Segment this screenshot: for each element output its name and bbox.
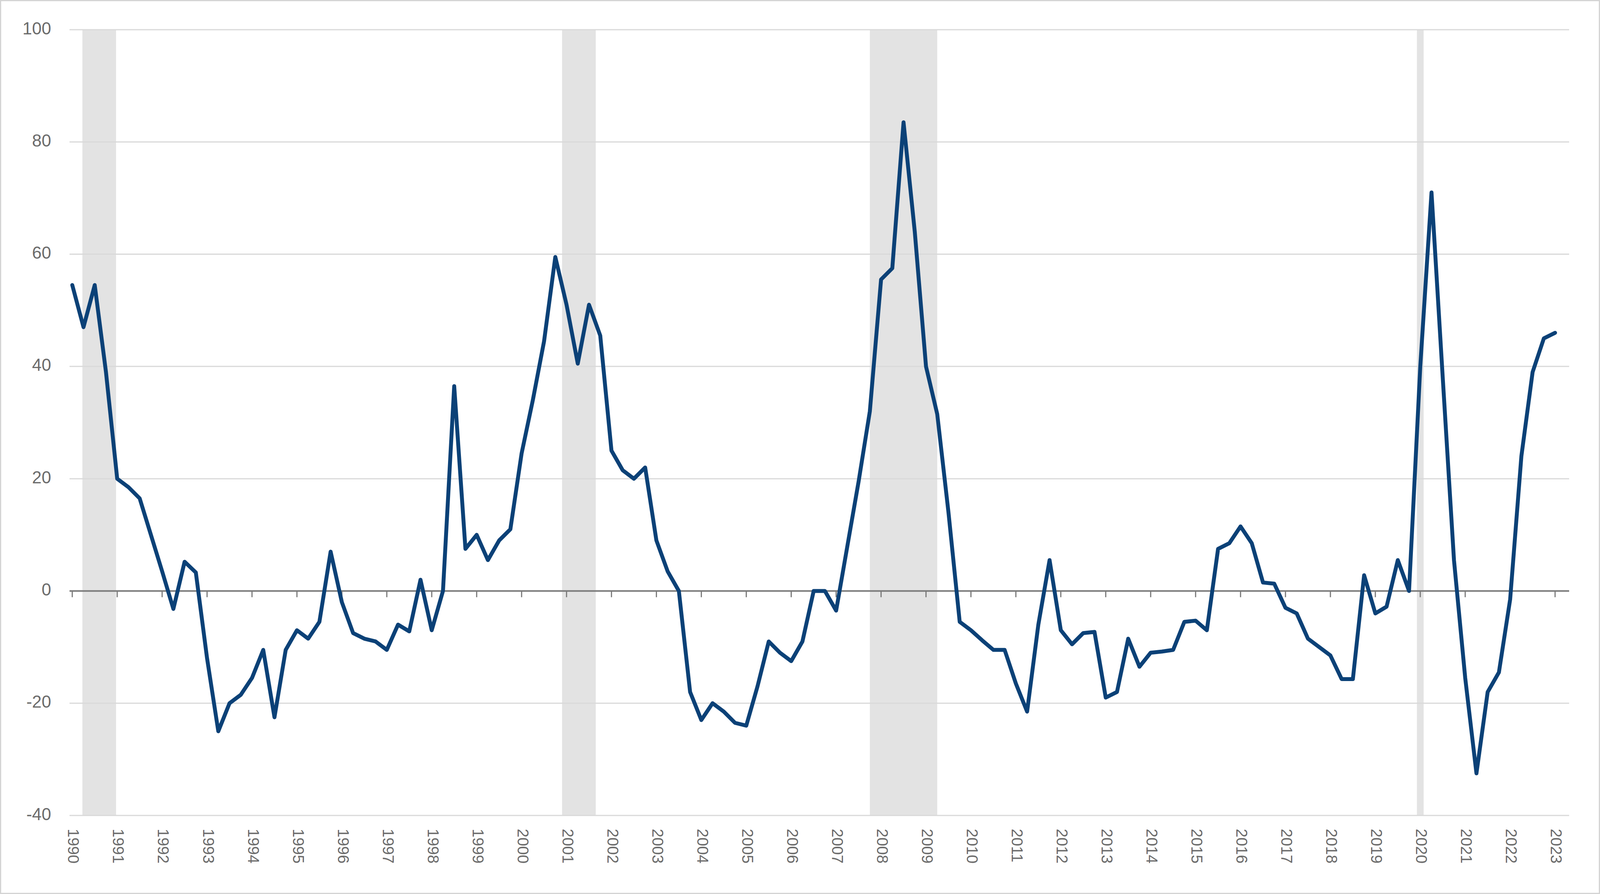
x-tick	[1239, 590, 1242, 597]
x-tick	[71, 590, 74, 597]
chart: -40 -20 0 20 40 60 80 100 1990 1991 1992 1993 1994 19…	[0, 0, 1600, 894]
x-tick	[745, 590, 747, 597]
x-tick-label: 2006	[783, 828, 802, 864]
y-tick-label: -40	[26, 804, 52, 824]
grid-line	[69, 29, 1570, 31]
x-tick	[970, 590, 972, 597]
grid-line	[69, 702, 1570, 704]
x-tick-label: 2016	[1233, 828, 1251, 864]
y-tick-label: 60	[32, 242, 52, 263]
x-tick	[1194, 590, 1197, 597]
x-tick	[431, 590, 433, 597]
x-tick-label: 1990	[64, 828, 83, 864]
x-tick-label: 1991	[109, 828, 127, 864]
x-tick-label: 2004	[694, 828, 712, 864]
x-tick-label: 2014	[1143, 828, 1161, 864]
x-tick-label: 2019	[1367, 828, 1386, 864]
y-tick-label: 100	[22, 18, 52, 38]
x-tick-label: 1993	[200, 828, 218, 864]
x-tick	[925, 590, 927, 597]
x-tick	[700, 590, 702, 597]
grid-line	[69, 365, 1570, 367]
y-tick-label: 80	[32, 130, 52, 150]
x-tick	[206, 590, 208, 597]
x-tick-label: 1999	[469, 828, 487, 864]
x-tick-label: 2009	[918, 828, 936, 864]
x-tick-label: 1996	[334, 828, 352, 864]
x-tick	[1105, 590, 1107, 597]
x-tick-label: 2018	[1323, 828, 1341, 864]
x-tick	[251, 590, 253, 597]
x-tick-label: 2020	[1412, 828, 1431, 864]
x-tick-label: 2021	[1457, 828, 1475, 864]
x-tick-label: 2003	[649, 828, 667, 864]
x-tick-label: 1998	[424, 828, 442, 864]
x-tick-label: 2013	[1098, 828, 1116, 864]
x-tick-label: 2012	[1053, 828, 1071, 864]
series	[72, 122, 1556, 774]
x-tick-label: 2022	[1502, 828, 1520, 864]
x-tick	[521, 590, 523, 597]
x-tick	[1464, 590, 1466, 597]
x-tick-label: 2005	[739, 828, 757, 864]
x-tick-label: 1994	[244, 828, 263, 864]
x-tick	[1419, 590, 1421, 597]
x-tick-label: 2007	[828, 828, 847, 864]
x-tick-label: 2001	[559, 828, 577, 864]
x-tick	[116, 590, 118, 597]
x-tick-label: 2010	[963, 828, 981, 864]
x-tick	[655, 590, 658, 597]
x-tick	[566, 590, 568, 597]
x-tick-label: 2023	[1547, 828, 1565, 864]
x-tick-label: 1992	[154, 828, 172, 864]
y-tick-label: 0	[41, 579, 52, 599]
x-tick-label: 2008	[873, 828, 892, 864]
x-tick	[1554, 590, 1556, 597]
frame	[0, 0, 1600, 894]
x-tick	[1015, 590, 1017, 597]
x-tick	[880, 590, 882, 597]
x-tick-label: 1997	[379, 828, 397, 864]
x-tick	[1060, 590, 1062, 597]
x-tick	[1150, 590, 1152, 597]
x-tick	[1284, 590, 1286, 597]
grid-line	[69, 141, 1570, 143]
grid-line	[69, 814, 1570, 817]
x-tick-label: 2015	[1188, 828, 1206, 864]
x-tick	[610, 590, 613, 597]
x-tick-label: 2011	[1008, 828, 1026, 863]
x-tick-label: 1995	[289, 828, 308, 864]
x-tick	[296, 590, 298, 597]
x-tick	[835, 590, 837, 597]
shaded-band	[562, 29, 596, 816]
y-tick-label: 20	[32, 467, 52, 487]
y-tick-label: 40	[32, 355, 52, 375]
x-tick	[161, 590, 163, 597]
x-tick-label: 2017	[1278, 828, 1296, 864]
x-tick-label: 2000	[514, 828, 532, 864]
x-tick	[1329, 590, 1331, 597]
x-tick	[1374, 590, 1376, 597]
grid-line	[69, 253, 1570, 255]
data-line	[72, 122, 1556, 774]
grid-line	[69, 478, 1570, 480]
y-tick-label: -20	[26, 691, 52, 711]
x-tick-label: 2002	[604, 828, 622, 864]
x-tick	[476, 590, 478, 597]
x-tick	[386, 590, 388, 597]
x-tick	[790, 590, 792, 597]
